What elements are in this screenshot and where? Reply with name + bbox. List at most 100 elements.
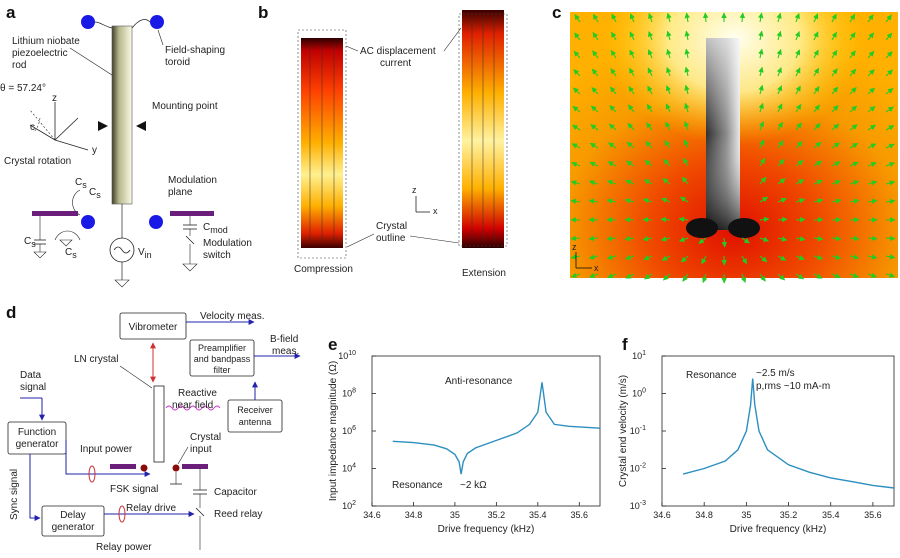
field-vector xyxy=(629,13,635,23)
field-vector xyxy=(740,273,747,283)
field-vector xyxy=(645,140,653,149)
field-vector xyxy=(665,121,671,131)
field-vector xyxy=(739,12,746,23)
field-vector xyxy=(679,236,689,242)
field-vector xyxy=(610,49,617,59)
panel-label-f: f xyxy=(622,335,628,354)
preamp-label-3: filter xyxy=(213,365,230,375)
field-vector xyxy=(682,273,689,282)
field-vector xyxy=(591,87,599,95)
field-vector xyxy=(607,179,617,186)
field-vector xyxy=(662,273,671,281)
field-vector xyxy=(663,158,671,167)
field-vector xyxy=(629,49,635,59)
velocity-label: Velocity meas. xyxy=(200,311,264,322)
field-vector xyxy=(831,179,841,186)
y-tick-label: 1010 xyxy=(338,350,356,361)
field-vector xyxy=(777,216,788,223)
field-vector xyxy=(572,87,581,95)
vin-label: Vin xyxy=(138,247,152,260)
crystal-rotation-axes xyxy=(29,102,89,151)
function-generator-box xyxy=(7,421,67,455)
y-tick-label: 10-2 xyxy=(630,463,646,474)
y-tick-label: 108 xyxy=(342,388,356,399)
field-vector xyxy=(759,236,770,242)
field-vector xyxy=(647,67,653,77)
cs-label-3: Cs xyxy=(24,236,36,249)
field-vector xyxy=(624,254,635,260)
field-vector xyxy=(759,196,769,203)
cs-label-1: Cs xyxy=(75,177,87,190)
x-tick-label: 35.2 xyxy=(488,510,506,520)
x-axis-label: Drive frequency (kHz) xyxy=(730,524,827,535)
field-vector xyxy=(813,49,819,59)
field-vector xyxy=(627,122,635,131)
field-vector xyxy=(867,106,876,113)
field-vector xyxy=(867,272,878,278)
x-tick-label: 35.2 xyxy=(780,510,798,520)
field-vector xyxy=(573,69,581,77)
x-tick-label: 35.4 xyxy=(822,510,840,520)
field-vector xyxy=(701,255,707,265)
field-vector xyxy=(589,272,599,279)
field-vector xyxy=(885,254,896,260)
capacitor-label: Capacitor xyxy=(214,487,257,498)
field-vector xyxy=(759,273,766,282)
field-vector xyxy=(611,13,617,23)
chart-e: 34.6 34.8 35 35.2 35.4 35.6 102 104 106 108 1010 Dr… xyxy=(328,350,601,535)
field-vector xyxy=(680,196,689,203)
field-vector xyxy=(647,31,654,41)
ac-displacement-label-1: AC displacement xyxy=(360,46,436,57)
field-vector xyxy=(867,124,876,131)
field-vector xyxy=(831,273,841,279)
impedance-value-label: ~2 kΩ xyxy=(460,480,487,491)
ln-crystal xyxy=(153,385,165,463)
ac-displacement-label-2: current xyxy=(380,58,411,69)
toroid-bottom-left xyxy=(81,215,95,229)
field-vector xyxy=(867,198,878,205)
field-vector xyxy=(741,237,750,244)
field-vector xyxy=(642,216,653,223)
displacement-arrows xyxy=(309,16,495,242)
field-vector xyxy=(588,235,599,242)
panel-a: a Lithium niobate piezoelectric rod Fiel… xyxy=(0,3,252,288)
function-generator-label-1: Function xyxy=(18,427,56,438)
relay-drive-label: Relay drive xyxy=(126,503,176,514)
field-vector xyxy=(885,272,896,278)
field-vector xyxy=(662,178,671,185)
field-vector xyxy=(592,32,599,41)
field-vector xyxy=(885,180,896,186)
field-vector xyxy=(849,254,860,260)
axis-c-label: c xyxy=(30,122,35,133)
b-axis-z: z xyxy=(412,185,417,195)
modulation-switch-label-1: Modulation xyxy=(203,238,252,249)
field-vector xyxy=(813,217,824,223)
field-vector xyxy=(795,273,804,280)
field-vector xyxy=(589,142,599,149)
field-vector xyxy=(643,179,653,185)
field-vector xyxy=(795,236,806,242)
relay-power-label: Relay power xyxy=(96,542,152,553)
field-vector xyxy=(661,197,671,203)
field-vector xyxy=(684,102,690,113)
resonance-label: Resonance xyxy=(392,480,443,491)
field-vector xyxy=(702,273,708,284)
field-vector xyxy=(777,197,787,203)
near-field-wave xyxy=(165,405,221,411)
y-axis-label: Crystal end velocity (m/s) xyxy=(618,375,629,487)
toroid-top-left xyxy=(81,15,95,29)
field-vector xyxy=(646,103,653,113)
field-vector xyxy=(572,124,581,131)
y-tick-label: 10-1 xyxy=(630,425,646,436)
field-vector xyxy=(777,85,783,95)
field-vector xyxy=(849,142,859,149)
fsk-plane-left xyxy=(110,464,136,469)
field-vector xyxy=(625,273,635,279)
field-vector xyxy=(849,124,858,131)
field-vector xyxy=(777,121,783,131)
preamp-label-1: Preamplifier xyxy=(198,343,246,353)
dipole-moment-label: p,rms ~10 mA-m xyxy=(756,381,830,392)
field-vector xyxy=(624,235,635,242)
field-vector xyxy=(606,254,617,260)
panel-d: d Vibrometer Velocity meas. Preamplifier… xyxy=(6,303,301,553)
